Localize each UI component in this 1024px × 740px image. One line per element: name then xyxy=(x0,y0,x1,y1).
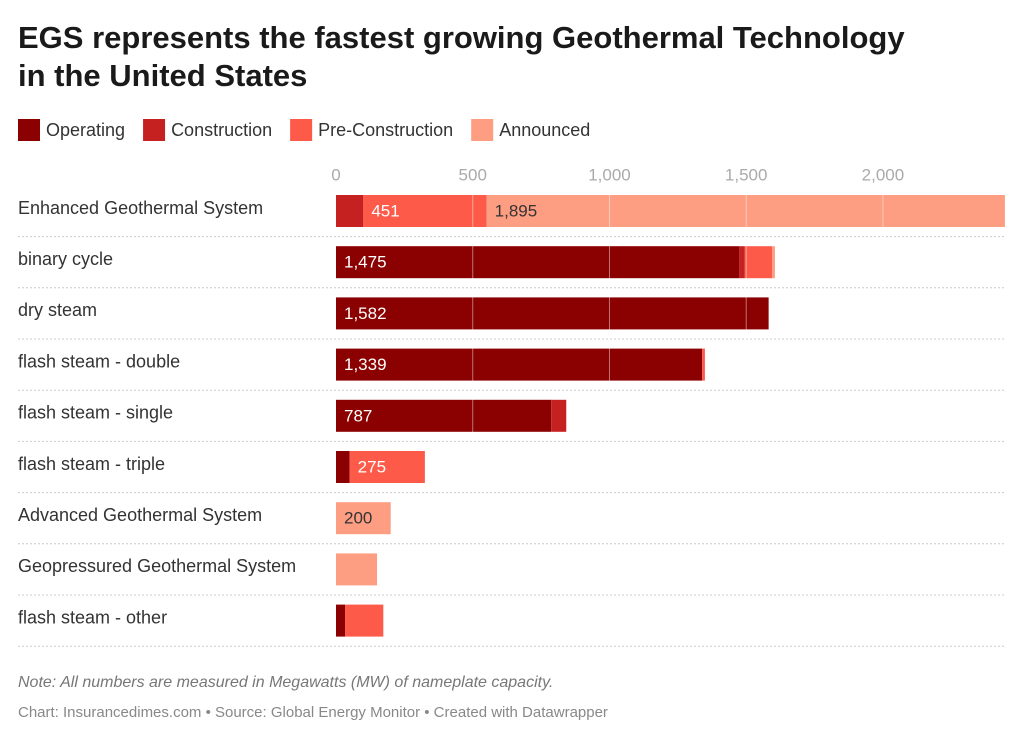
bar-segment xyxy=(739,246,745,279)
category-label: Geopressured Geothermal System xyxy=(18,556,296,576)
data-label: 1,339 xyxy=(344,355,387,374)
category-label: Enhanced Geothermal System xyxy=(18,198,263,218)
data-label: 787 xyxy=(344,406,372,425)
x-tick-label: 1,500 xyxy=(725,165,768,184)
footer: Chart: Insurancedimes.com • Source: Glob… xyxy=(18,704,608,721)
data-label: 451 xyxy=(371,201,399,220)
legend-label: Construction xyxy=(171,120,272,140)
legend-swatch xyxy=(143,119,166,141)
category-label: Advanced Geothermal System xyxy=(18,505,262,525)
chart-title: in the United States xyxy=(18,58,307,93)
bar-segment xyxy=(336,399,552,432)
category-label: flash steam - triple xyxy=(18,454,165,474)
legend-label: Announced xyxy=(499,120,590,140)
category-label: dry steam xyxy=(18,300,97,320)
category-label: flash steam - other xyxy=(18,607,167,627)
bar-segment xyxy=(336,195,364,227)
bar-segment xyxy=(336,348,703,381)
legend-swatch xyxy=(18,119,40,141)
data-label: 1,582 xyxy=(344,304,387,323)
x-tick-label: 0 xyxy=(331,165,340,184)
legend-label: Operating xyxy=(46,120,125,140)
legend-label: Pre-Construction xyxy=(318,120,453,140)
bar-segment xyxy=(349,451,425,483)
legend-swatch xyxy=(471,119,494,141)
bar-segment xyxy=(336,604,346,637)
bar-segment xyxy=(551,399,567,432)
x-tick-label: 2,000 xyxy=(862,165,905,184)
note: Note: All numbers are measured in Megawa… xyxy=(18,674,553,691)
bar-segment xyxy=(336,451,350,483)
bar-segment xyxy=(336,553,378,586)
category-label: flash steam - double xyxy=(18,351,180,371)
category-label: binary cycle xyxy=(18,249,113,269)
bar-segment xyxy=(336,297,769,330)
bar-segment xyxy=(345,604,384,637)
bar-segment xyxy=(336,502,391,535)
bar-segment xyxy=(744,246,773,279)
chart-title: EGS represents the fastest growing Geoth… xyxy=(18,20,905,55)
bar-segment xyxy=(363,195,487,227)
legend-swatch xyxy=(290,119,313,141)
bar-segment xyxy=(486,195,1005,227)
data-label: 1,895 xyxy=(495,201,538,220)
bar-segment xyxy=(772,246,775,279)
bar-segment xyxy=(702,348,705,381)
category-label: flash steam - single xyxy=(18,403,173,423)
data-label: 275 xyxy=(358,457,386,476)
data-label: 200 xyxy=(344,509,372,528)
x-tick-label: 500 xyxy=(459,165,487,184)
data-label: 1,475 xyxy=(344,253,387,272)
x-tick-label: 1,000 xyxy=(588,165,631,184)
bar-segment xyxy=(336,246,740,279)
